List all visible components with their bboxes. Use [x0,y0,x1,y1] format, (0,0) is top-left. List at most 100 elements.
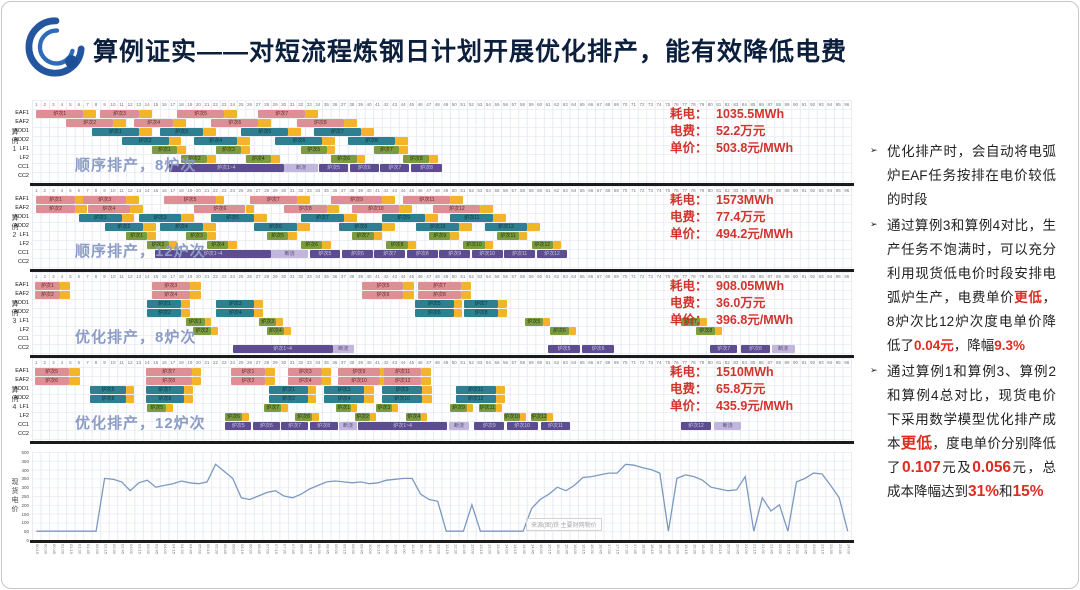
bullet-arrow-icon: ➢ [870,365,878,375]
gantt-bar: 炉次5 [309,250,341,258]
gantt-bar: 炉次6 [194,205,246,213]
transfer-bar [271,155,280,163]
time-axis-ticks: 1 2 3 4 5 6 7 8 9 10 11 12 13 14 15 16 17 18 19 20 21 22 23 24 2… [35,188,850,193]
machine-row-label: CC1 [17,164,29,170]
stats-line: 单价： 503.8元/MWh [670,140,793,157]
machine-row-label: EAF1 [15,368,29,374]
gantt-bar: 炉次8 [464,309,499,317]
gantt-bar: 炉次2 [36,205,75,213]
gantt-bar: 炉次7 [373,146,400,154]
transfer-bar [207,232,216,240]
price-x-tick: 04:00 [163,544,169,555]
stats-label: 耗电： [670,365,708,379]
gantt-bar: 炉次7 [418,282,461,290]
price-x-tick: 14:45 [530,544,536,555]
price-x-tick: 15:30 [555,544,561,555]
gantt-bar: 炉次6 [275,137,323,145]
stats-value: 908.05MWh [716,279,785,293]
bullet-text: 优化排产时，会自动将电弧炉EAF任务按排在电价较低的时段 [887,140,1056,212]
price-grid [32,452,852,540]
price-x-tick: 03:00 [128,544,134,555]
transfer-bar [283,327,291,335]
transfer-bar [715,327,723,335]
gantt-bar: 炉次7 [352,232,374,240]
gantt-bar: 炉次6 [581,345,615,353]
stats-value: 494.2元/MWh [716,227,794,241]
gantt-bar: 炉次5 [34,368,69,376]
transfer-bar [343,214,357,222]
transfer-bar [364,386,374,394]
gantt-bar: 炉次1~4 [168,164,284,172]
transfer-bar [326,146,336,154]
stats-value: 36.0万元 [716,296,766,310]
transfer-bar [450,232,459,240]
transfer-bar [453,300,463,308]
gantt-bar: 炉次9 [450,404,467,412]
price-x-axis [30,540,854,543]
gantt-bar: 炉次8 [386,241,408,249]
price-x-tick: 24:00 [846,544,852,555]
case-label: 算例2 [11,214,18,241]
transfer-bar [224,110,237,118]
gantt-bar: 炉次11 [540,422,570,430]
gantt-bar: 炉次5 [225,422,252,430]
time-axis-ticks: 1 2 3 4 5 6 7 8 9 10 11 12 13 14 15 16 17 18 19 20 21 22 23 24 2… [35,360,850,365]
transfer-bar [322,368,331,376]
gantt-bar: 炉次11 [504,250,535,258]
schedule-mode-label: 优化排产，12炉次 [75,415,206,432]
gantt-bar: 炉次3 [324,386,365,394]
gantt-bar: 炉次11 [450,214,494,222]
price-line-svg [36,463,849,532]
transfer-bar [495,404,502,412]
gantt-bar: 炉次5 [414,300,454,308]
machine-row-label: LF1 [19,232,29,238]
price-x-tick: 13:45 [496,544,502,555]
transfer-bar [296,196,310,204]
transfer-bar [125,395,135,403]
body-text: ，降幅 [953,338,995,353]
transfer-bar [424,214,438,222]
transfer-bar [172,119,186,127]
transfer-bar [130,205,143,213]
machine-row-label: LF2 [19,155,29,161]
gantt-bar: 炉次3 [288,368,323,376]
highlight-text: 15% [1012,483,1044,500]
price-x-tick: 21:15 [752,544,758,555]
transfer-bar [460,282,471,290]
gantt-bar: 炉次6 [301,241,323,249]
price-polyline [36,463,849,532]
price-x-tick: 09:45 [359,544,365,555]
gantt-bar: 炉次3 [160,128,203,136]
price-x-tick: 22:45 [803,544,809,555]
price-x-tick: 08:45 [325,544,331,555]
transfer-bar [382,196,395,204]
price-x-tick: 05:45 [222,544,228,555]
gantt-bar: 炉次2 [147,309,182,317]
transfer-bar [480,205,494,213]
transfer-bar [236,137,250,145]
gantt-bar: 炉次12 [531,241,553,249]
gantt-bar: 炉次6 [211,119,259,127]
machine-row-label: AOD2 [14,309,29,315]
price-x-tick: 09:00 [333,544,339,555]
transfer-bar [699,318,707,326]
price-y-tick: 350 [21,476,29,482]
gantt-bar: 炉次5 [164,196,216,204]
stats-label: 电费： [670,124,708,138]
gantt-bar: 炉次9 [439,250,471,258]
price-x-tick: 11:45 [427,544,433,554]
machine-row-label: CC2 [17,259,29,265]
transfer-bar [493,214,506,222]
gantt-bar: 炉次8 [339,223,383,231]
price-x-tick: 03:30 [146,544,152,555]
transfer-bar [296,223,310,231]
gantt-bar: 炉次3 [151,282,190,290]
gantt-bar: 炉次2 [181,155,208,163]
gantt-bar: 炉次1 [151,146,178,154]
price-x-tick: 17:45 [632,544,638,555]
price-y-tick: 500 [21,450,29,455]
price-x-tick: 14:15 [513,544,519,555]
gantt-bar: 炉次7 [464,300,499,308]
price-x-tick: 05:15 [205,544,211,555]
machine-row-label: EAF2 [15,377,29,383]
